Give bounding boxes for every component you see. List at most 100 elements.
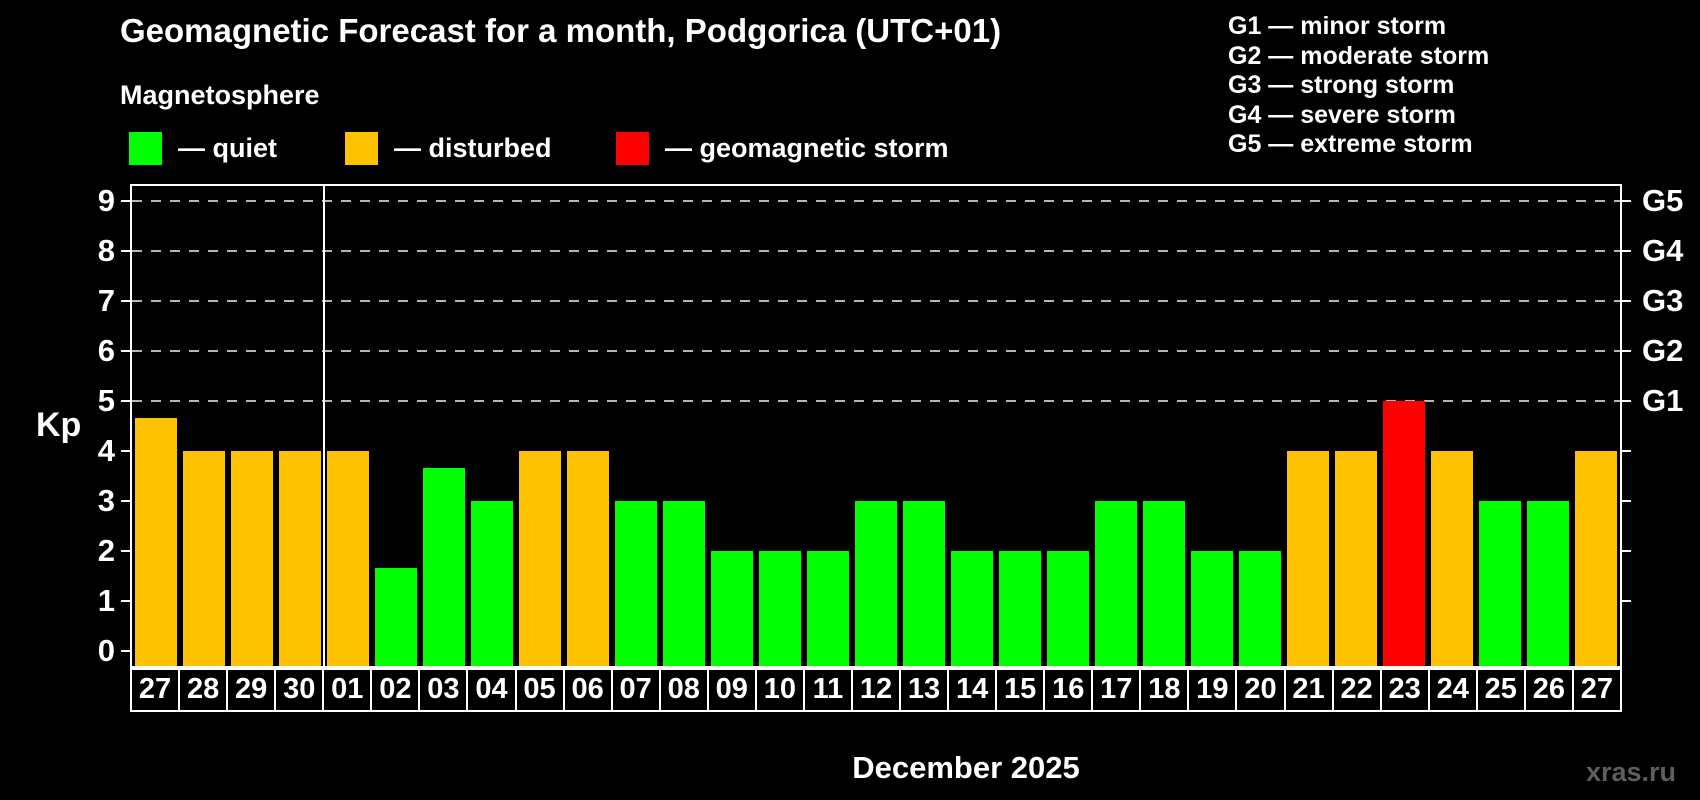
x-day-label-5: 02 <box>370 668 421 712</box>
bar-day-27 <box>1575 451 1617 666</box>
bar-day-16 <box>1047 551 1089 666</box>
g-legend-line-3: G3 — strong storm <box>1228 71 1455 100</box>
x-day-label-22: 19 <box>1187 668 1238 712</box>
y-tick-left-4 <box>121 450 130 452</box>
y-tick-label-6: 6 <box>97 333 115 368</box>
storm-swatch-icon <box>616 132 649 165</box>
bar-day-26 <box>1527 501 1569 666</box>
x-day-label-25: 22 <box>1331 668 1382 712</box>
y-tick-right-1 <box>1622 600 1631 602</box>
legend-item-storm: — geomagnetic storm <box>616 132 949 165</box>
watermark: xras.ru <box>1585 757 1676 787</box>
x-day-label-15: 12 <box>850 668 901 712</box>
x-day-label-18: 15 <box>995 668 1046 712</box>
x-day-label-30: 27 <box>1571 668 1622 712</box>
y-tick-label-4: 4 <box>97 433 115 468</box>
y-tick-left-2 <box>121 550 130 552</box>
y-tick-label-9: 9 <box>97 183 115 218</box>
x-day-label-24: 21 <box>1283 668 1334 712</box>
plot-area <box>130 184 1622 668</box>
x-day-label-10: 07 <box>610 668 661 712</box>
bar-day-12 <box>855 501 897 666</box>
y-tick-left-7 <box>121 300 130 302</box>
x-axis-day-labels: 27 28 29 30 01 02 03 04 05 06 07 08 09 10 11 12 13 14 15 16… <box>130 668 1622 712</box>
x-day-label-8: 05 <box>514 668 565 712</box>
y-tick-label-5: 5 <box>97 383 115 418</box>
y-tick-right-6 <box>1622 350 1631 352</box>
g-level-label-G2: G2 <box>1642 333 1684 368</box>
bar-day-22 <box>1335 451 1377 666</box>
month-boundary-line <box>323 186 325 666</box>
x-day-label-2: 29 <box>226 668 277 712</box>
bar-day-24 <box>1431 451 1473 666</box>
y-tick-left-5 <box>121 400 130 402</box>
y-tick-right-8 <box>1622 250 1631 252</box>
bar-day-18 <box>1143 501 1185 666</box>
y-tick-label-1: 1 <box>97 583 115 618</box>
g-legend-line-1: G1 — minor storm <box>1228 12 1447 40</box>
bar-day-23 <box>1383 401 1425 666</box>
y-tick-left-1 <box>121 600 130 602</box>
g-scale-legend: G1 — minor storm G2 — moderate storm G3 — … <box>1228 12 1489 160</box>
bar-day-04 <box>471 501 513 666</box>
x-day-label-9: 06 <box>562 668 613 712</box>
y-tick-right-3 <box>1622 500 1631 502</box>
x-day-label-14: 11 <box>802 668 853 712</box>
y-tick-left-0 <box>121 650 130 652</box>
bar-day-27 <box>135 417 177 666</box>
x-day-label-16: 13 <box>899 668 950 712</box>
quiet-swatch-icon <box>129 132 162 165</box>
bar-day-07 <box>615 501 657 666</box>
x-day-label-13: 10 <box>754 668 805 712</box>
y-tick-label-0: 0 <box>97 633 115 668</box>
gridline-kp9 <box>132 200 1620 202</box>
bar-day-10 <box>759 551 801 666</box>
g-legend-line-5: G5 — extreme storm <box>1228 130 1473 159</box>
bar-day-02 <box>375 567 417 666</box>
g-legend-line-2: G2 — moderate storm <box>1228 41 1490 70</box>
bar-day-21 <box>1287 451 1329 666</box>
x-day-label-4: 01 <box>322 668 373 712</box>
bar-day-06 <box>567 451 609 666</box>
y-tick-right-9 <box>1622 200 1631 202</box>
gridline-kp5 <box>132 400 1620 402</box>
y-tick-label-8: 8 <box>97 233 115 268</box>
y-tick-left-9 <box>121 200 130 202</box>
bar-day-19 <box>1191 551 1233 666</box>
gridline-kp6 <box>132 350 1620 352</box>
bar-day-09 <box>711 551 753 666</box>
legend-item-quiet: — quiet <box>129 132 277 165</box>
g-legend-line-4: G4 — severe storm <box>1228 100 1456 129</box>
legend-label: — quiet <box>178 133 277 163</box>
legend-label: — disturbed <box>394 133 552 163</box>
x-day-label-12: 09 <box>706 668 757 712</box>
chart-subtitle: Magnetosphere <box>120 80 320 110</box>
bar-day-29 <box>231 451 273 666</box>
y-tick-right-4 <box>1622 450 1631 452</box>
y-tick-left-6 <box>121 350 130 352</box>
g-level-label-G1: G1 <box>1642 383 1684 418</box>
x-day-label-0: 27 <box>130 668 181 712</box>
bar-day-30 <box>279 451 321 666</box>
bar-day-28 <box>183 451 225 666</box>
x-day-label-1: 28 <box>178 668 229 712</box>
gridline-kp7 <box>132 300 1620 302</box>
bar-day-03 <box>423 467 465 666</box>
x-day-label-6: 03 <box>418 668 469 712</box>
x-day-label-21: 18 <box>1139 668 1190 712</box>
y-tick-right-7 <box>1622 300 1631 302</box>
g-level-label-G3: G3 <box>1642 283 1684 318</box>
g-level-label-G4: G4 <box>1642 233 1684 268</box>
bar-day-25 <box>1479 501 1521 666</box>
y-tick-right-5 <box>1622 400 1631 402</box>
bar-day-20 <box>1239 551 1281 666</box>
x-day-label-26: 23 <box>1379 668 1430 712</box>
x-axis-title: December 2025 <box>852 750 1080 785</box>
chart-title: Geomagnetic Forecast for a month, Podgor… <box>120 12 1002 49</box>
gridline-kp8 <box>132 250 1620 252</box>
y-axis-title: Kp <box>36 406 82 444</box>
bar-day-11 <box>807 551 849 666</box>
bar-day-13 <box>903 501 945 666</box>
y-tick-label-7: 7 <box>97 283 115 318</box>
